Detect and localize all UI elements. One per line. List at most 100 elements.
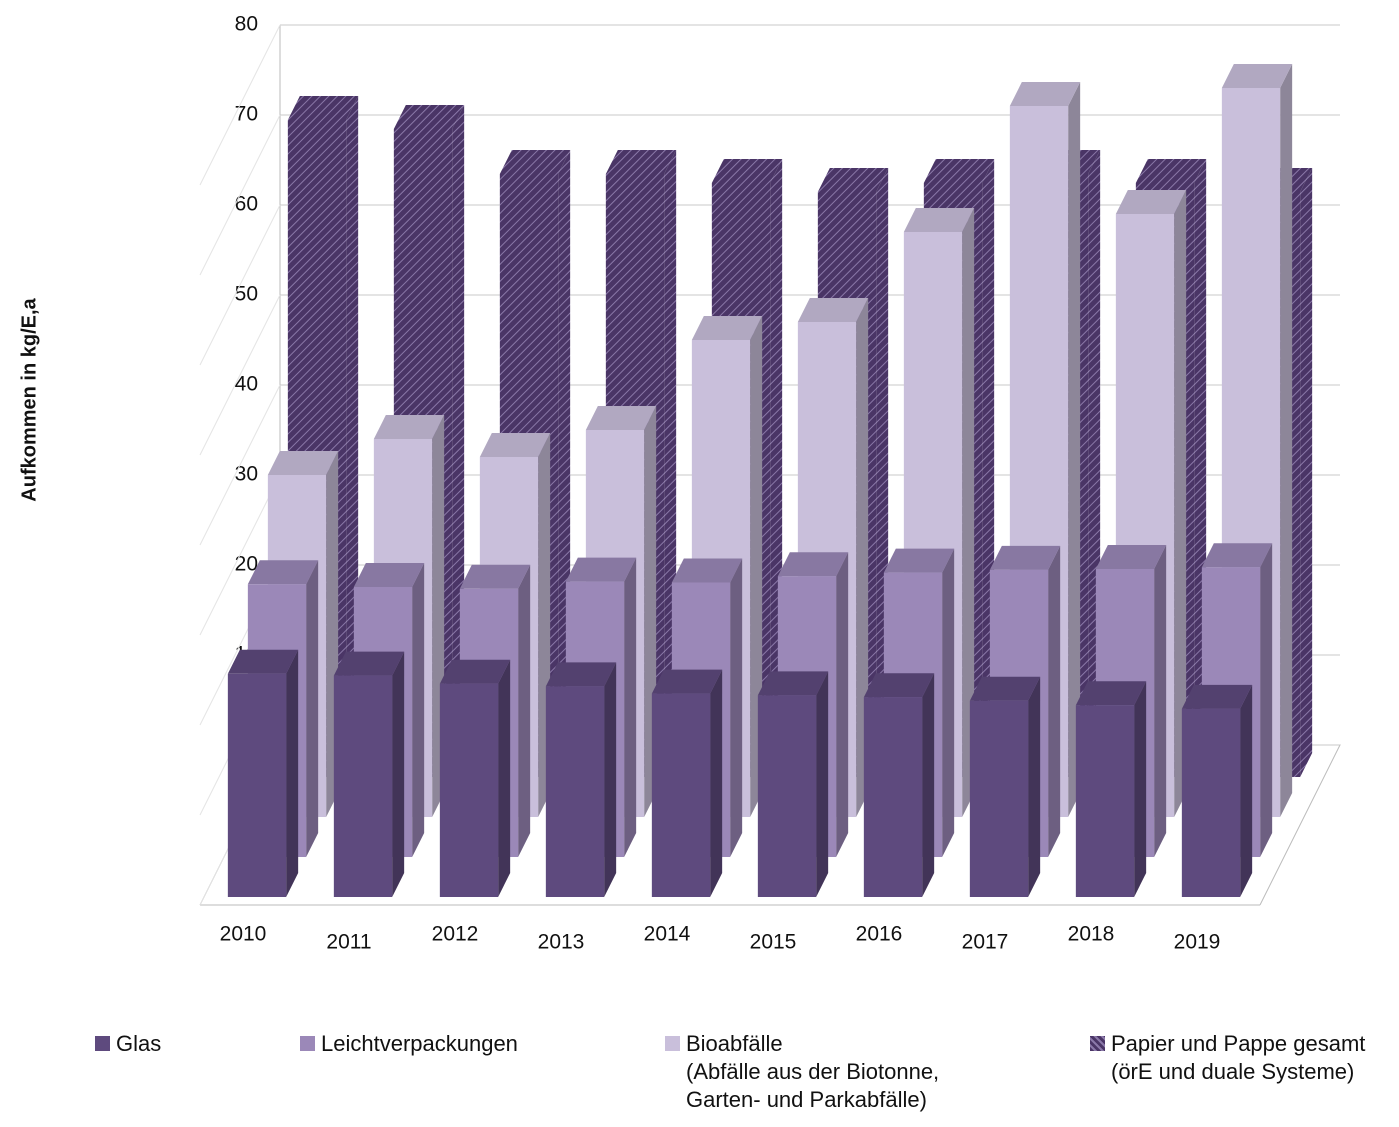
bar (969, 700, 1029, 897)
bar-top (1095, 545, 1167, 569)
bar-side (1260, 543, 1273, 857)
bar (863, 697, 923, 897)
bar-top (777, 552, 849, 577)
grid-line-side (199, 384, 281, 546)
bar-top (923, 159, 995, 183)
bar-top (711, 159, 783, 183)
bar-top (565, 557, 637, 582)
y-axis-title: Aufkommen in kg/E,a (18, 297, 40, 501)
x-tick-label: 2010 (220, 923, 267, 946)
grid-line-side (199, 204, 281, 366)
bar-side (942, 548, 955, 857)
bar-side (1068, 82, 1081, 817)
bar (333, 675, 393, 897)
y-tick-label: 60 (235, 193, 258, 216)
bar-top (989, 545, 1061, 570)
bar-top (903, 208, 975, 232)
legend-swatch (1090, 1036, 1105, 1051)
x-tick-label: 2019 (1174, 931, 1221, 954)
bar-side (498, 659, 511, 897)
legend-swatch (300, 1036, 315, 1051)
x-tick-label: 2012 (432, 923, 479, 946)
bar (545, 686, 605, 897)
x-tick-label: 2017 (962, 931, 1009, 954)
bar-side (1048, 545, 1061, 857)
bar-side (816, 671, 829, 897)
x-tick-label: 2013 (538, 931, 585, 954)
bar-side (710, 669, 723, 897)
bar-top (691, 316, 763, 340)
legend-label: Bioabfälle (Abfälle aus der Biotonne, Ga… (686, 1031, 940, 1112)
bar-top (373, 415, 445, 439)
bar-top (671, 558, 743, 583)
legend-label: Leichtverpackungen (321, 1031, 518, 1056)
bar-top (1181, 684, 1253, 709)
bar-side (1028, 676, 1041, 897)
bar-side (624, 557, 637, 857)
bar-side (412, 563, 425, 857)
bar-top (459, 564, 531, 589)
bar-side (836, 552, 849, 857)
bar-top (287, 96, 359, 120)
y-tick-label: 20 (235, 553, 258, 576)
legend-label: Papier und Pappe gesamt (örE und duale S… (1111, 1031, 1366, 1084)
bar-top (227, 649, 299, 674)
legend-item: Leichtverpackungen (300, 1030, 518, 1058)
y-tick-label: 40 (235, 373, 258, 396)
x-tick-label: 2016 (856, 923, 903, 946)
bar (757, 695, 817, 897)
x-tick-label: 2015 (750, 931, 797, 954)
legend-item: Papier und Pappe gesamt (örE und duale S… (1090, 1030, 1365, 1086)
bar-side (1300, 168, 1313, 777)
bar-top (393, 105, 465, 129)
bar (651, 693, 711, 897)
bar-top (605, 150, 677, 174)
bar-side (1174, 190, 1187, 817)
bar-top (439, 659, 511, 684)
bar-side (750, 316, 763, 817)
grid-line-side (199, 294, 281, 456)
bar-top (797, 298, 869, 322)
bar-top (247, 560, 319, 585)
bar-top (1009, 82, 1081, 106)
bar-side (1134, 681, 1147, 897)
bar-top (1075, 681, 1147, 706)
bar (439, 683, 499, 897)
bar-top (1221, 64, 1293, 88)
bar-side (856, 298, 869, 817)
grid-line-side (199, 24, 281, 186)
y-tick-label: 30 (235, 463, 258, 486)
bar-side (962, 208, 975, 817)
bar-top (757, 671, 829, 696)
bar-top (545, 662, 617, 687)
bar-side (306, 560, 319, 857)
bar-side (286, 649, 299, 897)
y-tick-label: 80 (235, 13, 258, 36)
legend-item: Bioabfälle (Abfälle aus der Biotonne, Ga… (665, 1030, 939, 1114)
bar-top (499, 150, 571, 174)
bar-top (863, 673, 935, 698)
bar-top (267, 451, 339, 475)
bar-side (518, 564, 531, 857)
bar-side (1280, 64, 1293, 817)
legend-swatch (665, 1036, 680, 1051)
bar-side (922, 673, 935, 897)
bar-top (353, 563, 425, 587)
grid-line-side (199, 114, 281, 276)
bar (1181, 708, 1241, 897)
y-tick-label: 50 (235, 283, 258, 306)
bar-top (651, 669, 723, 694)
x-tick-label: 2014 (644, 923, 691, 946)
bar-top (479, 433, 551, 457)
bar-top (1135, 159, 1207, 183)
bar-top (333, 651, 405, 676)
bar (1075, 705, 1135, 897)
x-tick-label: 2011 (326, 931, 371, 954)
legend-label: Glas (116, 1031, 162, 1056)
bar-side (604, 662, 617, 897)
bar-top (1115, 190, 1187, 214)
bar-side (730, 558, 743, 857)
bar (227, 673, 287, 897)
